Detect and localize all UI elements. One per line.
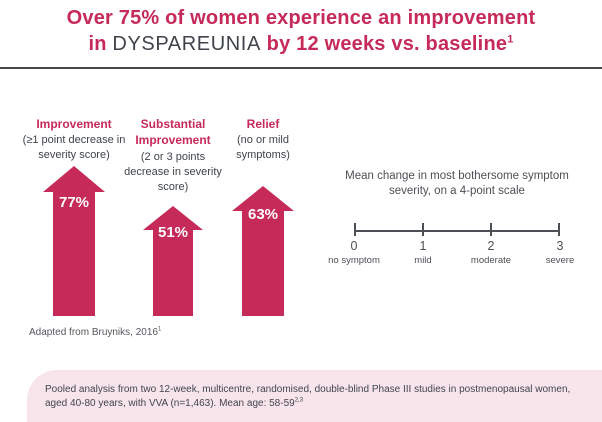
tick-number-0: 0 [350, 239, 358, 253]
percent-label-relief: 63% [247, 206, 279, 223]
tick-label-mild: mild [414, 255, 432, 266]
up-arrow-relief [232, 186, 294, 316]
title-line2-prefix: in [88, 33, 113, 55]
column-sublabel-improvement: (≥1 point decrease in severity score) [22, 134, 126, 161]
title-line2: in DYSPAREUNIA by 12 weeks vs. baseline1 [0, 31, 602, 57]
page-title: Over 75% of women experience an improvem… [0, 5, 602, 57]
scale-caption: Mean change in most bothersome symptom s… [345, 170, 569, 197]
up-arrow-substantial-improvement [143, 206, 203, 316]
severity-scale-axis [354, 223, 560, 236]
tick-label-moderate: moderate [470, 255, 512, 266]
column-head-relief: Relief [246, 117, 280, 131]
tick-label-severe: severe [545, 255, 575, 266]
tick-number-2: 2 [487, 239, 495, 253]
column-head-improvement: Improvement [36, 117, 112, 131]
study-note-text: Pooled analysis from two 12-week, multic… [45, 384, 571, 409]
study-note-box: Pooled analysis from two 12-week, multic… [27, 370, 602, 422]
axis-line [354, 230, 560, 232]
tick-mark-3 [558, 223, 560, 236]
title-line1: Over 75% of women experience an improvem… [66, 7, 536, 29]
tick-mark-1 [421, 223, 424, 236]
source-footnote-text: Adapted from Bruyniks, 2016 [29, 327, 158, 338]
tick-number-3: 3 [556, 239, 564, 253]
title-line2-suffix: by 12 weeks vs. baseline [260, 33, 508, 55]
study-note-text-wrap: Pooled analysis from two 12-week, multic… [45, 383, 590, 411]
title-reference-superscript: 1 [507, 33, 514, 46]
source-footnote: Adapted from Bruyniks, 20161 [29, 327, 161, 338]
column-sublabel-relief: (no or mild symptoms) [236, 134, 290, 161]
tick-mark-0 [354, 223, 356, 236]
percent-label-improvement: 77% [58, 194, 90, 211]
up-arrow-improvement [43, 166, 105, 316]
source-footnote-superscript: 1 [157, 326, 162, 333]
column-sublabel-substantial-improvement: (2 or 3 points decrease in severity scor… [124, 151, 222, 193]
title-dyspareunia-emphasis: DYSPAREUNIA [112, 33, 261, 55]
percent-label-substantial-improvement: 51% [157, 224, 189, 241]
study-note-superscript: 2,3 [294, 397, 304, 404]
header-divider-rule [0, 67, 602, 69]
tick-label-no-symptom: no symptom [328, 255, 380, 266]
tick-mark-2 [490, 223, 493, 236]
tick-number-1: 1 [419, 239, 427, 253]
column-head-substantial-improvement: Substantial Improvement [135, 117, 211, 147]
